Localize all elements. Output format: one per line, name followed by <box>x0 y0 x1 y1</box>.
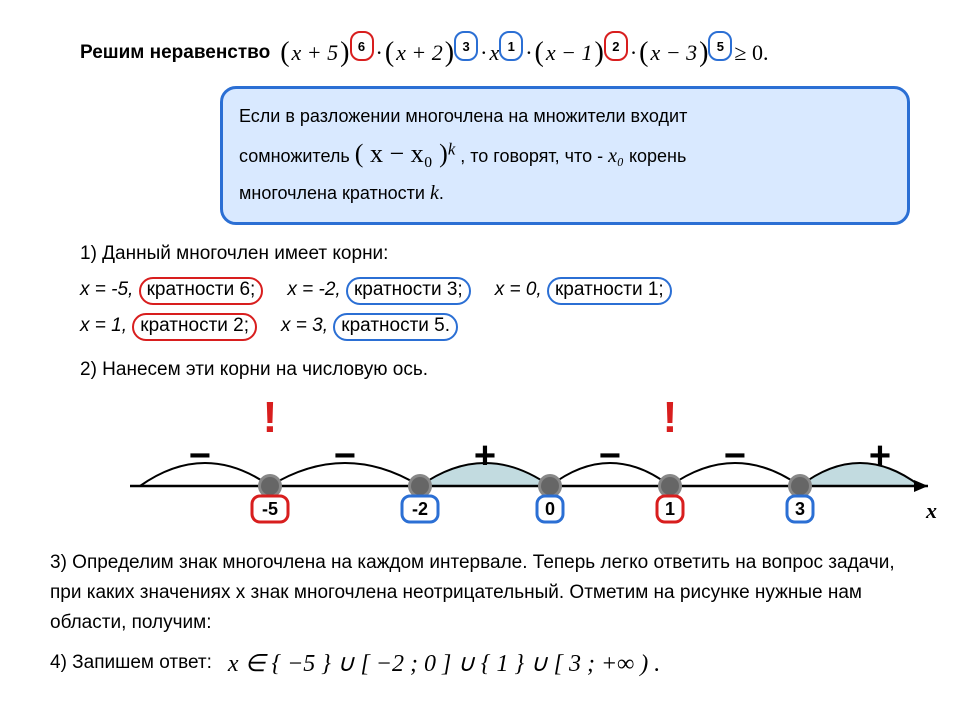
rule-line1: Если в разложении многочлена на множител… <box>239 101 891 132</box>
svg-text:!: ! <box>263 394 278 442</box>
root-item: x = 0, кратности 1; <box>495 277 672 305</box>
title-row: Решим неравенство ( x + 5 )6 · ( x + 2 )… <box>80 40 910 66</box>
title: Решим неравенство <box>80 42 270 64</box>
root-item: x = -2, кратности 3; <box>287 277 470 305</box>
multiplicity-pill: кратности 1; <box>547 277 672 305</box>
root-item: x = -5, кратности 6; <box>80 277 263 305</box>
multiplicity-pill: кратности 2; <box>132 313 257 341</box>
number-line: − − + − − +!! -5 -2 0 1 3 x <box>120 394 940 534</box>
svg-text:3: 3 <box>795 499 805 519</box>
svg-text:−: − <box>334 435 356 477</box>
step3: 3) Определим знак многочлена на каждом и… <box>50 548 910 639</box>
roots-row2: x = 1, кратности 2; x = 3, кратности 5. <box>80 313 910 341</box>
answer: x ∈ { −5 } ∪ [ −2 ; 0 ] ∪ { 1 } ∪ [ 3 ; … <box>228 649 660 678</box>
svg-text:!: ! <box>663 394 678 442</box>
exponent-badge: 2 <box>604 31 628 61</box>
root-item: x = 3, кратности 5. <box>281 313 458 341</box>
step4-label: 4) Запишем ответ: <box>50 652 212 674</box>
svg-text:+: + <box>869 435 891 477</box>
svg-text:-5: -5 <box>262 499 278 519</box>
svg-text:x: x <box>925 498 937 523</box>
roots-row1: x = -5, кратности 6; x = -2, кратности 3;… <box>80 277 910 305</box>
exponent-badge: 1 <box>499 31 523 61</box>
rule-box: Если в разложении многочлена на множител… <box>220 86 910 225</box>
svg-text:+: + <box>474 435 496 477</box>
rule-line3: многочлена кратности k. <box>239 176 891 210</box>
exponent-badge: 6 <box>350 31 374 61</box>
svg-text:−: − <box>724 435 746 477</box>
rule-factor: ( x − x₀ )k <box>355 145 460 167</box>
multiplicity-pill: кратности 5. <box>333 313 458 341</box>
inequality: ( x + 5 )6 · ( x + 2 )3 · x 1 · ( x − 1 … <box>280 40 768 66</box>
svg-text:0: 0 <box>545 499 555 519</box>
multiplicity-pill: кратности 3; <box>346 277 471 305</box>
root-item: x = 1, кратности 2; <box>80 313 257 341</box>
svg-text:1: 1 <box>665 499 675 519</box>
svg-text:−: − <box>599 435 621 477</box>
multiplicity-pill: кратности 6; <box>139 277 264 305</box>
svg-text:-2: -2 <box>412 499 428 519</box>
step2: 2) Нанесем эти корни на числовую ось. <box>80 355 910 385</box>
answer-row: 4) Запишем ответ: x ∈ { −5 } ∪ [ −2 ; 0 … <box>50 649 910 678</box>
rule-line2: сомножитель ( x − x₀ )k , то говорят, чт… <box>239 132 891 176</box>
svg-text:−: − <box>189 435 211 477</box>
exponent-badge: 5 <box>708 31 732 61</box>
step1-label: 1) Данный многочлен имеет корни: <box>80 239 910 269</box>
exponent-badge: 3 <box>454 31 478 61</box>
